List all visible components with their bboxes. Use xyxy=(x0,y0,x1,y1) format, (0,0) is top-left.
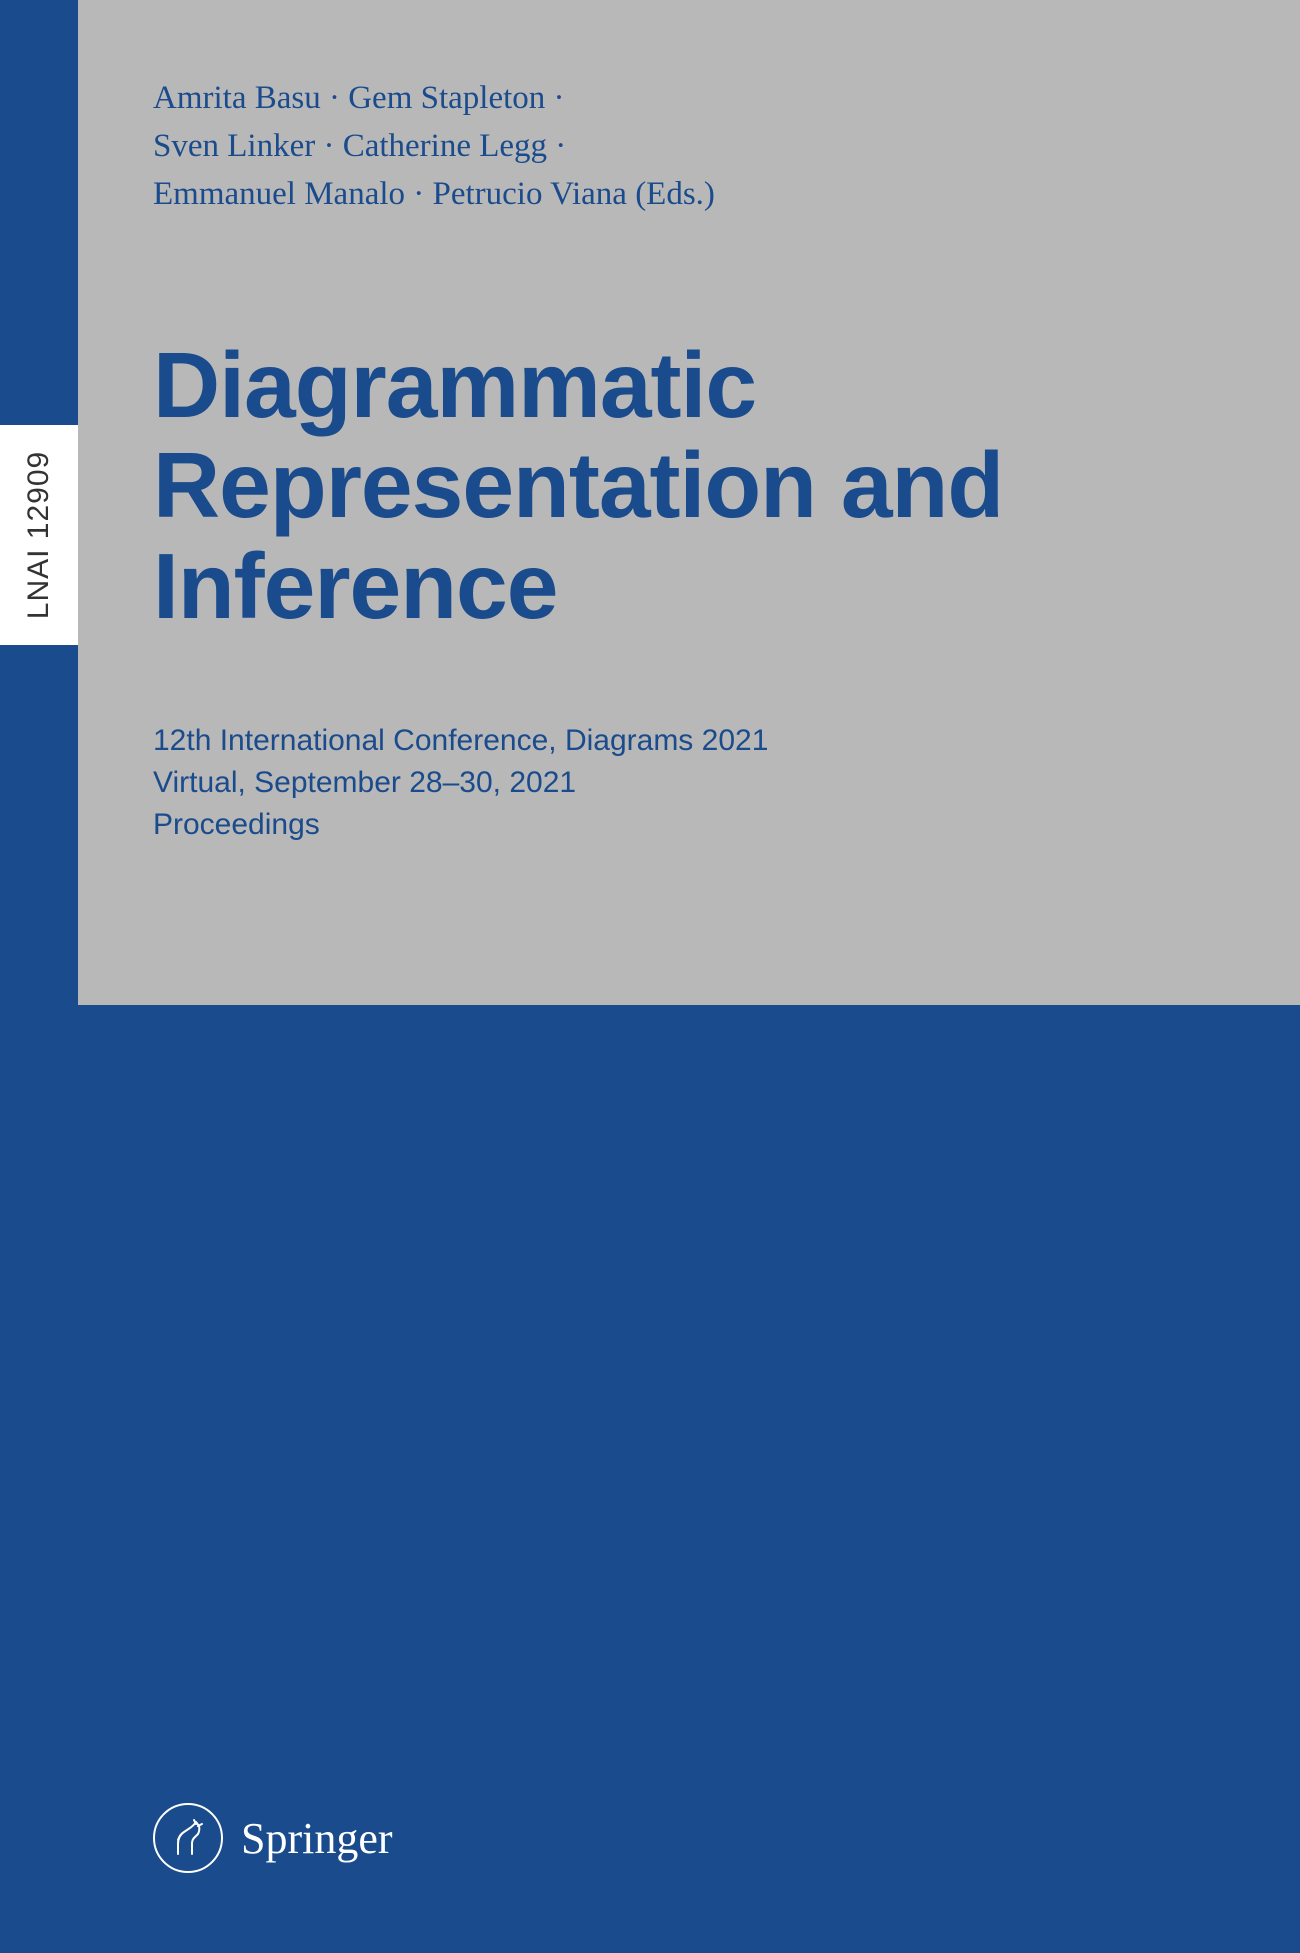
book-title: Diagrammatic Representation and Inferenc… xyxy=(153,335,1003,636)
editors-block: Amrita Basu · Gem Stapleton · Sven Linke… xyxy=(153,75,715,219)
spine-bar xyxy=(0,0,78,1953)
series-label: LNAI 12909 xyxy=(22,451,56,619)
publisher-block: Springer xyxy=(153,1803,393,1873)
bottom-section: Springer xyxy=(78,1005,1300,1953)
book-cover: LNAI 12909 Amrita Basu · Gem Stapleton ·… xyxy=(0,0,1300,1953)
subtitle-line: Virtual, September 28–30, 2021 xyxy=(153,762,768,804)
title-line: Inference xyxy=(153,536,1003,636)
publisher-name: Springer xyxy=(241,1813,393,1864)
subtitle-line: Proceedings xyxy=(153,804,768,846)
top-section: Amrita Basu · Gem Stapleton · Sven Linke… xyxy=(78,0,1300,1005)
editors-line: Sven Linker · Catherine Legg · xyxy=(153,123,715,171)
editors-line: Emmanuel Manalo · Petrucio Viana (Eds.) xyxy=(153,171,715,219)
title-line: Representation and xyxy=(153,435,1003,535)
spine-label-box: LNAI 12909 xyxy=(0,425,78,645)
springer-horse-icon xyxy=(153,1803,223,1873)
editors-line: Amrita Basu · Gem Stapleton · xyxy=(153,75,715,123)
title-line: Diagrammatic xyxy=(153,335,1003,435)
subtitle-line: 12th International Conference, Diagrams … xyxy=(153,720,768,762)
book-subtitle: 12th International Conference, Diagrams … xyxy=(153,720,768,846)
horse-svg xyxy=(164,1814,212,1862)
